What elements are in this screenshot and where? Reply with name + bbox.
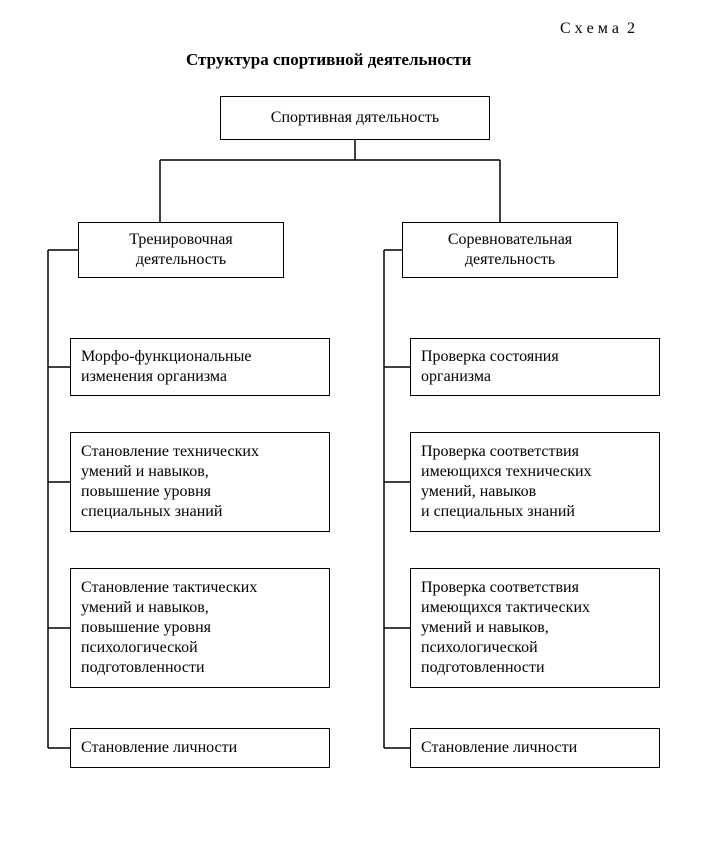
node-label: Тренировочная деятельность <box>129 230 233 270</box>
diagram-canvas: С х е м а 2 Структура спортивной деятель… <box>0 0 706 854</box>
node-label: Становление личности <box>81 738 237 758</box>
node-left-1: Морфо-функциональные изменения организма <box>70 338 330 396</box>
node-label: Становление технических умений и навыков… <box>81 442 259 522</box>
node-label: Становление личности <box>421 738 577 758</box>
node-right-4: Становление личности <box>410 728 660 768</box>
node-label: Морфо-функциональные изменения организма <box>81 347 251 387</box>
node-root: Спортивная дятельность <box>220 96 490 140</box>
node-right-2: Проверка соответствия имеющихся техничес… <box>410 432 660 532</box>
node-label: Становление тактических умений и навыков… <box>81 578 257 678</box>
node-label: Соревновательная деятельность <box>448 230 572 270</box>
scheme-number-label: С х е м а 2 <box>560 20 635 38</box>
node-label: Спортивная дятельность <box>271 108 439 128</box>
node-competition: Соревновательная деятельность <box>402 222 618 278</box>
diagram-title: Структура спортивной деятельности <box>186 50 471 70</box>
node-training: Тренировочная деятельность <box>78 222 284 278</box>
node-left-4: Становление личности <box>70 728 330 768</box>
node-left-3: Становление тактических умений и навыков… <box>70 568 330 688</box>
node-label: Проверка состояния организма <box>421 347 559 387</box>
node-label: Проверка соответствия имеющихся тактичес… <box>421 578 590 678</box>
node-right-1: Проверка состояния организма <box>410 338 660 396</box>
node-left-2: Становление технических умений и навыков… <box>70 432 330 532</box>
node-right-3: Проверка соответствия имеющихся тактичес… <box>410 568 660 688</box>
node-label: Проверка соответствия имеющихся техничес… <box>421 442 592 522</box>
